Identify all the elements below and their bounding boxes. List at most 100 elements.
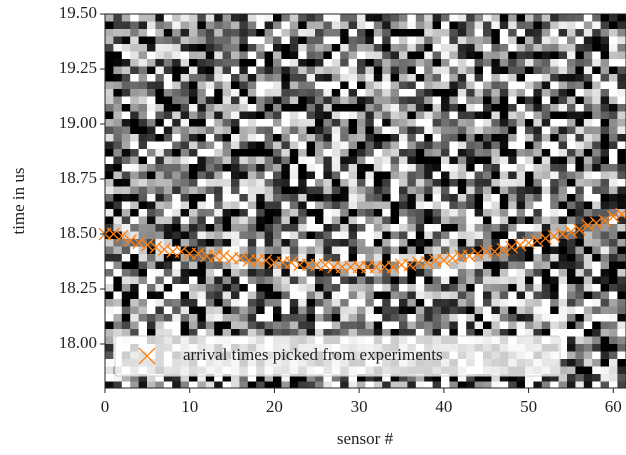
- heatmap-cell: [231, 329, 240, 337]
- heatmap-cell: [609, 186, 618, 195]
- heatmap-cell: [508, 134, 518, 142]
- heatmap-cell: [600, 254, 610, 262]
- heatmap-cell: [533, 269, 543, 277]
- heatmap-cell: [432, 314, 442, 322]
- heatmap-cell: [105, 81, 114, 90]
- heatmap-cell: [609, 344, 618, 352]
- x-tick-label: 60: [605, 397, 622, 416]
- heatmap-cell: [415, 44, 425, 52]
- heatmap-cell: [239, 374, 249, 382]
- heatmap-cell: [231, 246, 240, 255]
- heatmap-cell: [466, 381, 476, 388]
- heatmap-cell: [457, 231, 467, 240]
- heatmap-cell: [340, 269, 350, 277]
- heatmap-cell: [499, 276, 509, 285]
- heatmap-cell: [172, 261, 182, 270]
- heatmap-cell: [516, 134, 526, 142]
- heatmap-cell: [583, 171, 593, 180]
- heatmap-cell: [441, 284, 450, 292]
- heatmap-cell: [466, 284, 476, 292]
- heatmap-cell: [466, 171, 476, 180]
- heatmap-cell: [180, 171, 190, 180]
- heatmap-cell: [441, 156, 450, 165]
- heatmap-cell: [575, 246, 585, 255]
- heatmap-cell: [315, 74, 324, 82]
- heatmap-cell: [550, 96, 560, 105]
- heatmap-cell: [499, 201, 509, 210]
- heatmap-cell: [583, 224, 593, 232]
- heatmap-cell: [357, 374, 366, 382]
- heatmap-cell: [449, 291, 459, 300]
- heatmap-cell: [273, 194, 282, 202]
- heatmap-cell: [256, 29, 266, 37]
- heatmap-cell: [289, 209, 299, 217]
- heatmap-cell: [541, 231, 551, 240]
- heatmap-cell: [121, 261, 131, 270]
- heatmap-cell: [550, 186, 560, 195]
- heatmap-cell: [264, 111, 274, 120]
- heatmap-cell: [592, 276, 602, 285]
- heatmap-cell: [516, 171, 526, 180]
- heatmap-cell: [592, 126, 602, 135]
- heatmap-cell: [592, 74, 602, 82]
- heatmap-cell: [348, 276, 358, 285]
- heatmap-cell: [575, 194, 585, 202]
- heatmap-cell: [516, 59, 526, 67]
- heatmap-cell: [382, 194, 392, 202]
- heatmap-cell: [239, 59, 249, 67]
- scatter-point: [115, 229, 129, 243]
- heatmap-cell: [222, 104, 232, 112]
- heatmap-cell: [113, 44, 123, 52]
- heatmap-cell: [247, 291, 257, 300]
- heatmap-cell: [113, 134, 123, 142]
- heatmap-cell: [189, 209, 198, 217]
- heatmap-cell: [105, 111, 114, 120]
- heatmap-cell: [567, 66, 576, 75]
- heatmap-cell: [424, 321, 434, 330]
- heatmap-cell: [340, 186, 350, 195]
- heatmap-cell: [273, 156, 282, 165]
- heatmap-cell: [340, 66, 350, 75]
- heatmap-cell: [189, 156, 198, 165]
- heatmap-cell: [600, 201, 610, 210]
- heatmap-cell: [407, 44, 417, 52]
- heatmap-cell: [331, 51, 341, 60]
- heatmap-cell: [205, 29, 215, 37]
- heatmap-cell: [105, 209, 114, 217]
- heatmap-cell: [172, 179, 182, 187]
- heatmap-cell: [415, 96, 425, 105]
- heatmap-cell: [289, 59, 299, 67]
- heatmap-cell: [558, 29, 568, 37]
- heatmap-cell: [525, 314, 534, 322]
- heatmap-cell: [541, 239, 551, 247]
- heatmap-cell: [331, 239, 341, 247]
- heatmap-cell: [449, 276, 459, 285]
- heatmap-cell: [424, 269, 434, 277]
- heatmap-cell: [222, 246, 232, 255]
- heatmap-cell: [558, 59, 568, 67]
- heatmap-cell: [121, 276, 131, 285]
- heatmap-cell: [348, 119, 358, 127]
- heatmap-cell: [600, 269, 610, 277]
- heatmap-cell: [516, 246, 526, 255]
- heatmap-cell: [105, 171, 114, 180]
- heatmap-cell: [600, 344, 610, 352]
- heatmap-cell: [516, 254, 526, 262]
- heatmap-cell: [550, 179, 560, 187]
- heatmap-cell: [533, 299, 543, 307]
- heatmap-cell: [424, 164, 434, 172]
- heatmap-cell: [550, 134, 560, 142]
- heatmap-cell: [331, 254, 341, 262]
- heatmap-cell: [323, 186, 333, 195]
- heatmap-cell: [340, 321, 350, 330]
- heatmap-cell: [449, 321, 459, 330]
- heatmap-cell: [247, 329, 257, 337]
- heatmap-cell: [298, 81, 308, 90]
- heatmap-cell: [273, 149, 282, 157]
- heatmap-cell: [264, 186, 274, 195]
- heatmap-cell: [474, 216, 484, 225]
- heatmap-cell: [399, 374, 408, 382]
- heatmap-cell: [231, 126, 240, 135]
- heatmap-cell: [105, 261, 114, 270]
- heatmap-cell: [130, 314, 140, 322]
